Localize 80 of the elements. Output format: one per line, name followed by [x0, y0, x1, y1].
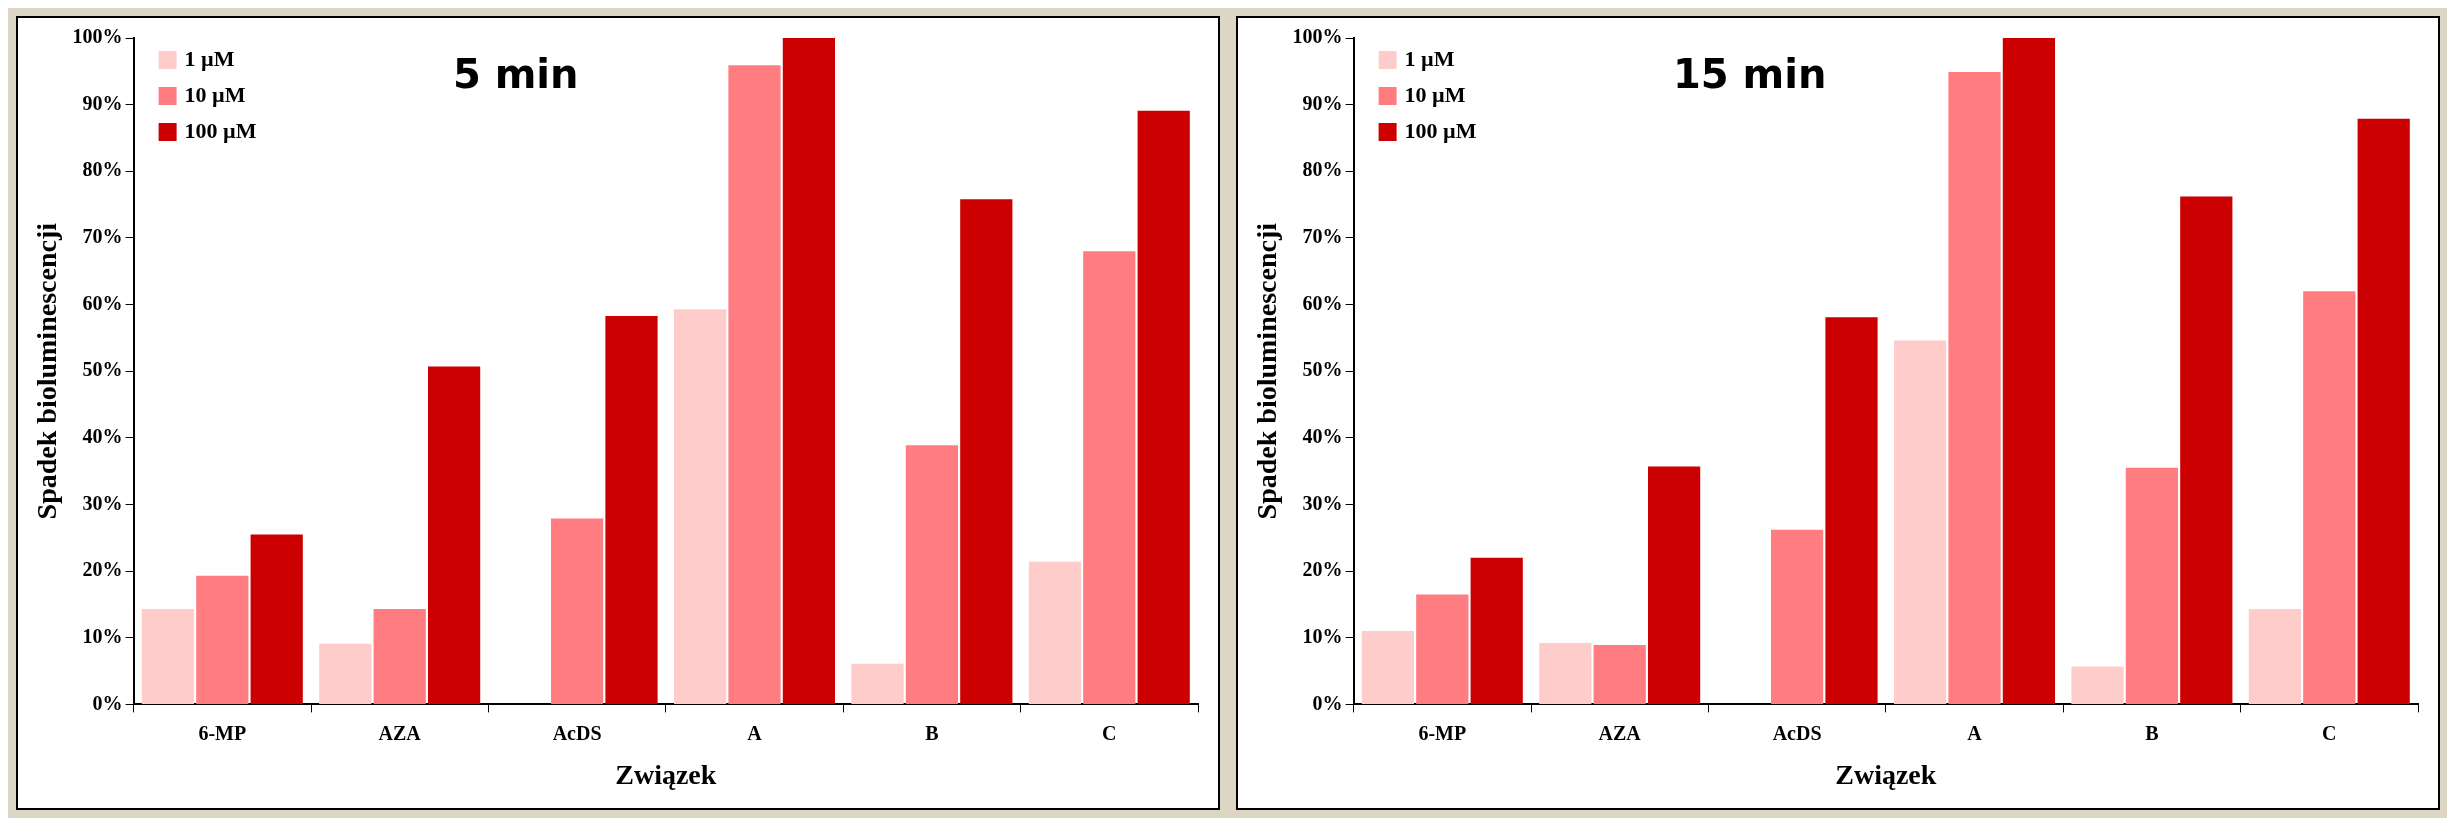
- bar: [1028, 561, 1082, 704]
- y-tick-label: 40%: [82, 425, 123, 448]
- bar: [673, 309, 727, 704]
- y-tick-label: 70%: [82, 225, 123, 248]
- legend-label: 1 µM: [184, 45, 235, 71]
- x-tick-label: A: [1967, 721, 1983, 744]
- x-tick-label: AcDS: [1772, 721, 1822, 744]
- bar: [2002, 38, 2056, 704]
- y-tick-label: 0%: [92, 691, 123, 714]
- y-tick-label: 100%: [1292, 25, 1343, 48]
- y-tick-label: 100%: [72, 25, 123, 48]
- y-tick-label: 80%: [82, 158, 123, 181]
- y-tick-label: 90%: [82, 91, 123, 114]
- y-tick-label: 90%: [1302, 91, 1343, 114]
- x-tick-label: AZA: [1598, 721, 1642, 744]
- bar: [728, 65, 781, 704]
- legend-label: 1 µM: [1404, 45, 1455, 71]
- y-tick-label: 70%: [1302, 225, 1343, 248]
- y-tick-label: 20%: [1302, 558, 1343, 581]
- bar: [1825, 317, 1878, 704]
- y-axis-title: Spadek bioluminescencji: [31, 222, 63, 520]
- bar: [1893, 340, 1947, 704]
- bar: [960, 199, 1013, 704]
- y-tick-label: 10%: [82, 624, 123, 647]
- bar: [373, 609, 426, 704]
- chart-title: 15 min: [1672, 51, 1827, 98]
- bar: [1647, 466, 1701, 704]
- bar: [2248, 609, 2302, 704]
- x-tick-label: C: [1102, 721, 1117, 744]
- bar: [851, 663, 904, 704]
- y-tick-label: 30%: [1302, 491, 1343, 514]
- bar: [1948, 71, 2001, 704]
- chart-title: 5 min: [452, 51, 579, 98]
- legend-label: 10 µM: [184, 81, 246, 107]
- bar: [2303, 291, 2356, 704]
- x-axis-title: Związek: [1835, 759, 1937, 791]
- x-tick-label: AZA: [378, 721, 422, 744]
- y-tick-label: 0%: [1312, 691, 1343, 714]
- y-tick-label: 80%: [1302, 158, 1343, 181]
- bar: [1539, 643, 1592, 704]
- x-tick-label: A: [747, 721, 763, 744]
- y-tick-label: 50%: [1302, 358, 1343, 381]
- bar: [550, 518, 604, 704]
- y-tick-label: 50%: [82, 358, 123, 381]
- x-axis-title: Związek: [615, 759, 717, 791]
- bar: [605, 315, 658, 704]
- legend-label: 100 µM: [1404, 117, 1477, 143]
- y-tick-label: 30%: [82, 491, 123, 514]
- y-tick-label: 20%: [82, 558, 123, 581]
- legend-label: 100 µM: [184, 117, 257, 143]
- x-tick-label: B: [2145, 721, 2159, 744]
- bar: [427, 366, 481, 704]
- bar: [196, 575, 249, 704]
- bar: [250, 534, 303, 704]
- bar: [1416, 594, 1469, 704]
- bar: [1361, 631, 1415, 704]
- bar: [1083, 251, 1136, 704]
- bar: [1137, 110, 1190, 704]
- bar: [2125, 467, 2179, 704]
- y-tick-label: 60%: [82, 291, 123, 314]
- x-tick-label: B: [925, 721, 939, 744]
- bar: [1470, 557, 1523, 704]
- x-tick-label: 6-MP: [198, 721, 247, 744]
- bar: [141, 609, 195, 704]
- y-tick-label: 40%: [1302, 425, 1343, 448]
- bar: [1770, 529, 1824, 704]
- bar: [905, 445, 959, 704]
- bar: [2357, 118, 2410, 704]
- bar: [782, 38, 836, 704]
- bar: [1593, 645, 1646, 704]
- x-tick-label: 6-MP: [1418, 721, 1467, 744]
- bar: [2071, 666, 2124, 704]
- y-tick-label: 10%: [1302, 624, 1343, 647]
- x-tick-label: C: [2322, 721, 2337, 744]
- x-tick-label: AcDS: [552, 721, 602, 744]
- y-axis-title: Spadek bioluminescencji: [1251, 222, 1283, 520]
- legend-label: 10 µM: [1404, 81, 1466, 107]
- bar: [319, 643, 372, 704]
- y-tick-label: 60%: [1302, 291, 1343, 314]
- bar: [2180, 196, 2233, 704]
